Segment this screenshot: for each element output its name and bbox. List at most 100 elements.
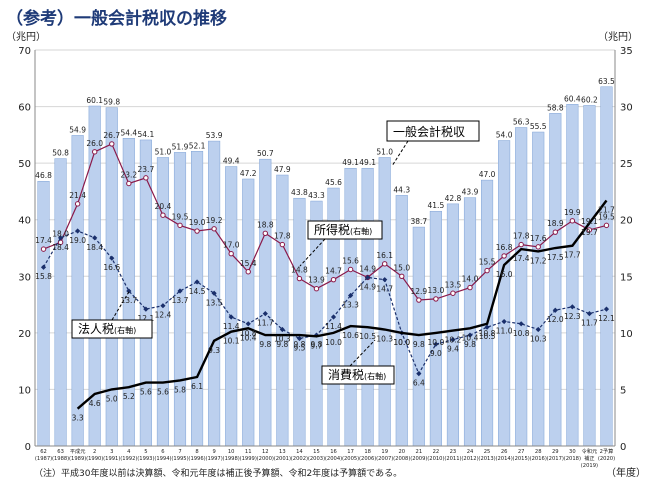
point-corporate-tax	[262, 311, 268, 317]
point-corporate-tax	[501, 318, 507, 325]
line-corporate-tax-value-label: 13.7	[120, 296, 137, 305]
point-income-tax	[501, 253, 507, 259]
line-consumption-tax-value-label: 10.0	[393, 338, 410, 347]
point-income-tax	[126, 180, 132, 187]
line-corporate-tax-value-label: 12.1	[138, 314, 155, 323]
x-tick-label: 8	[195, 449, 198, 455]
annotation-label: 一般会計税収	[393, 124, 465, 139]
point-income-tax	[228, 250, 234, 257]
bar-value-label: 54.1	[138, 130, 155, 139]
line-corporate-tax-value-label: 11.4	[325, 322, 342, 331]
point-corporate-tax	[40, 264, 47, 270]
line-consumption-tax-value-label: 3.3	[72, 414, 84, 423]
point-income-tax	[603, 222, 610, 229]
bar-general-account-tax	[54, 158, 67, 447]
line-corporate-tax-value-label: 12.3	[564, 312, 581, 321]
line-income-tax-value-label: 17.8	[274, 232, 291, 241]
x-tick-label: (1987)	[35, 456, 52, 462]
bar-value-label: 43.3	[308, 191, 325, 200]
x-tick-label: 2予算	[600, 447, 614, 455]
line-consumption-tax-value-label: 10.0	[325, 338, 342, 347]
x-tick-label: (2008)	[393, 456, 410, 462]
x-tick-label: (2000)	[257, 456, 274, 462]
line-consumption-tax-value-label: 10.4	[462, 333, 479, 342]
line-consumption-tax-value-label: 10.3	[376, 334, 393, 343]
point-income-tax	[143, 175, 149, 181]
y-right-tick-label: 25	[620, 159, 633, 170]
line-income-tax-value-label: 23.2	[120, 171, 137, 180]
x-tick-label: (2004)	[325, 456, 342, 462]
x-tick-label: 20	[398, 449, 405, 455]
bar-general-account-tax	[429, 210, 442, 447]
x-tick-label: (1996)	[188, 456, 205, 462]
point-corporate-tax	[467, 332, 473, 338]
bar-value-label: 49.4	[223, 157, 240, 166]
x-tick-label: (1995)	[171, 456, 188, 462]
x-tick-label: 30	[569, 449, 576, 455]
line-corporate-tax-value-label: 11.0	[496, 327, 513, 336]
x-tick-label: 27	[518, 449, 525, 455]
line-corporate-tax-value-label: 18.4	[86, 243, 103, 252]
x-tick-label: (2019)	[581, 463, 598, 469]
x-tick-label: 23	[450, 449, 457, 455]
x-tick-label: 4	[127, 449, 131, 455]
line-consumption-tax-value-label: 10.0	[428, 338, 445, 347]
x-tick-label: 63	[57, 449, 64, 455]
x-tick-label: 26	[501, 449, 508, 455]
line-income-tax-value-label: 15.6	[342, 256, 359, 265]
point-corporate-tax	[330, 314, 337, 320]
bar-value-label: 47.9	[274, 165, 291, 174]
line-consumption-tax-value-label: 10.2	[445, 336, 462, 345]
bar-value-label: 42.8	[445, 194, 462, 203]
x-tick-label: 5	[144, 449, 147, 455]
bar-general-account-tax	[583, 105, 596, 447]
bar-value-label: 60.1	[86, 96, 103, 105]
line-corporate-tax-value-label: 11.7	[257, 319, 274, 328]
x-tick-label: (1994)	[154, 456, 171, 462]
bar-value-label: 47.0	[479, 170, 496, 179]
point-income-tax	[399, 273, 405, 279]
line-income-tax-value-label: 16.1	[376, 251, 393, 260]
x-tick-label: (2002)	[291, 456, 308, 462]
line-income-tax-value-label: 18.0	[52, 229, 69, 238]
point-corporate-tax	[433, 341, 439, 347]
point-corporate-tax	[126, 288, 132, 294]
line-corporate-tax-value-label: 11.7	[581, 319, 598, 328]
line-consumption-tax-value-label: 10.5	[359, 332, 376, 341]
annotation-label: 所得税(右軸)	[314, 222, 372, 237]
x-tick-label: 令和元	[582, 447, 598, 455]
bar-value-label: 49.1	[359, 158, 376, 167]
line-corporate-tax-value-label: 6.4	[413, 379, 425, 388]
bar-value-label: 63.5	[598, 77, 615, 86]
point-income-tax	[211, 226, 217, 232]
x-tick-label: 13	[279, 449, 286, 455]
line-income-tax-value-label: 19.2	[206, 216, 223, 225]
point-corporate-tax	[552, 307, 558, 313]
x-tick-label: 2	[93, 449, 96, 455]
line-income-tax-value-label: 21.4	[69, 191, 86, 200]
point-income-tax	[160, 212, 166, 218]
point-corporate-tax	[245, 321, 251, 327]
annotation-leader	[111, 289, 131, 321]
annotation-box	[307, 220, 383, 240]
point-income-tax	[74, 201, 81, 207]
line-income-tax-value-label: 19.5	[598, 212, 615, 221]
point-corporate-tax	[535, 326, 541, 333]
y-left-tick-label: 50	[18, 159, 31, 170]
line-consumption-tax-value-label: 5.2	[123, 392, 135, 401]
x-tick-label: 62	[40, 449, 47, 455]
y-left-tick-label: 0	[25, 442, 31, 453]
line-income-tax-value-label: 13.0	[428, 286, 445, 295]
line-consumption-tax-value-label: 10.1	[223, 337, 240, 346]
y-left-tick-label: 70	[18, 46, 31, 57]
bar-general-account-tax	[242, 178, 255, 447]
line-consumption-tax-value-label: 5.6	[140, 388, 152, 397]
bar-general-account-tax	[566, 104, 579, 447]
bar-general-account-tax	[600, 86, 613, 447]
point-income-tax	[467, 284, 473, 291]
footnote: （注）平成30年度以前は決算額、令和元年度は補正後予算額、令和2年度は予算額であ…	[34, 469, 403, 479]
x-tick-label: (2012)	[461, 456, 478, 462]
line-corporate-tax-value-label: 13.5	[206, 298, 223, 307]
line-income-tax-value-label: 17.4	[35, 236, 52, 245]
